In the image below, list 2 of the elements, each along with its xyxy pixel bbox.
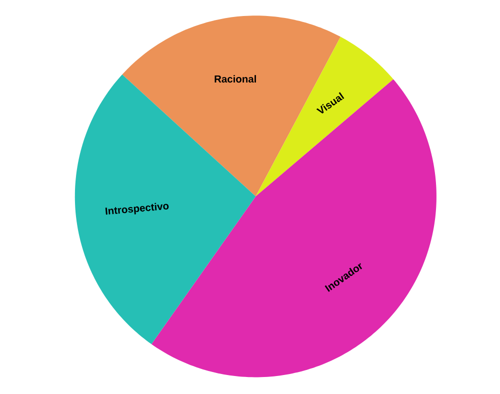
slice-label: Introspectivo bbox=[105, 202, 169, 215]
slice-label: Racional bbox=[214, 75, 256, 83]
